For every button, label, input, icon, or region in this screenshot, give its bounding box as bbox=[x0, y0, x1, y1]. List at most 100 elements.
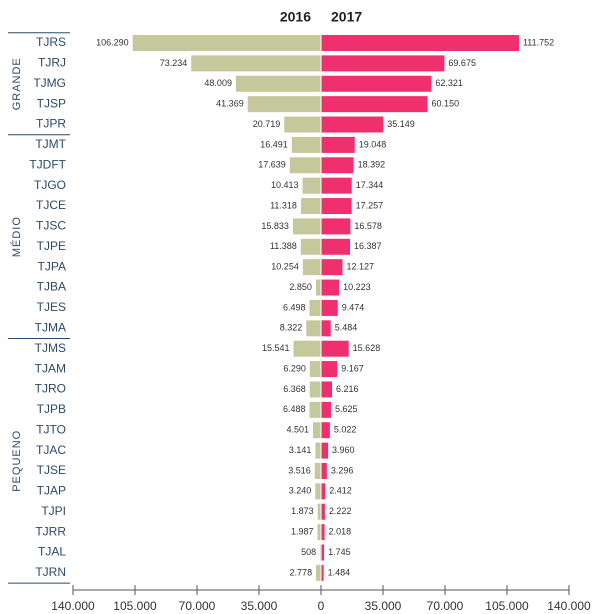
bar bbox=[321, 544, 325, 561]
value-label: 11.318 bbox=[270, 200, 297, 210]
value-label: 69.675 bbox=[448, 58, 476, 68]
bar bbox=[300, 198, 321, 215]
value-label: 106.290 bbox=[96, 37, 129, 47]
group-label: GRANDE bbox=[11, 57, 23, 110]
bar bbox=[284, 116, 321, 133]
value-label: 10.413 bbox=[271, 180, 299, 190]
bar bbox=[315, 442, 321, 459]
bar bbox=[292, 218, 321, 235]
bar bbox=[321, 116, 384, 133]
value-label: 17.344 bbox=[356, 180, 384, 190]
series-header: 2017 bbox=[331, 9, 362, 25]
value-label: 9.167 bbox=[341, 363, 364, 373]
value-label: 4.501 bbox=[286, 425, 309, 435]
bar bbox=[315, 279, 321, 296]
value-label: 5.022 bbox=[334, 425, 357, 435]
category-label: TJPE bbox=[37, 239, 66, 253]
category-label: TJMA bbox=[35, 320, 66, 334]
value-label: 6.216 bbox=[336, 384, 359, 394]
bar bbox=[293, 340, 321, 357]
value-label: 35.149 bbox=[387, 119, 415, 129]
category-label: TJRS bbox=[36, 35, 66, 49]
value-label: 60.150 bbox=[432, 99, 460, 109]
bar bbox=[321, 96, 428, 113]
category-label: TJAM bbox=[35, 361, 66, 375]
bar bbox=[321, 381, 333, 398]
category-label: TJRN bbox=[35, 565, 66, 579]
value-label: 73.234 bbox=[160, 58, 188, 68]
bar bbox=[309, 401, 321, 418]
category-label: TJMG bbox=[33, 76, 66, 90]
bar bbox=[321, 198, 352, 215]
category-label: TJES bbox=[37, 300, 66, 314]
value-label: 15.541 bbox=[262, 343, 290, 353]
x-tick-label: 0 bbox=[318, 599, 325, 613]
category-label: TJSP bbox=[37, 96, 66, 110]
category-label: TJGO bbox=[34, 178, 66, 192]
bar bbox=[321, 483, 326, 500]
bar bbox=[313, 422, 321, 439]
value-label: 8.322 bbox=[280, 323, 303, 333]
bar bbox=[315, 483, 321, 500]
value-label: 20.719 bbox=[253, 119, 281, 129]
category-label: TJPB bbox=[37, 402, 66, 416]
x-tick-label: 70.000 bbox=[179, 599, 216, 613]
value-label: 9.474 bbox=[342, 302, 365, 312]
x-tick-label: 105.000 bbox=[485, 599, 529, 613]
bar bbox=[321, 259, 343, 276]
bar bbox=[321, 177, 352, 194]
bar bbox=[321, 503, 325, 520]
value-label: 19.048 bbox=[359, 139, 387, 149]
x-tick-label: 105.000 bbox=[113, 599, 157, 613]
bar bbox=[321, 55, 445, 72]
category-label: TJAC bbox=[36, 443, 66, 457]
bar bbox=[289, 157, 321, 174]
value-label: 48.009 bbox=[204, 78, 232, 88]
x-tick-label: 35.000 bbox=[365, 599, 402, 613]
category-label: TJBA bbox=[37, 280, 66, 294]
category-label: TJAL bbox=[38, 545, 66, 559]
bar bbox=[321, 157, 354, 174]
series-header: 2016 bbox=[280, 9, 311, 25]
value-label: 12.127 bbox=[346, 262, 374, 272]
bar bbox=[317, 503, 321, 520]
value-label: 2.850 bbox=[289, 282, 312, 292]
bar bbox=[309, 381, 321, 398]
value-label: 3.960 bbox=[332, 445, 355, 455]
bar bbox=[321, 462, 327, 479]
bar bbox=[321, 422, 330, 439]
value-label: 3.516 bbox=[288, 465, 311, 475]
group-label: MÉDIO bbox=[10, 216, 23, 257]
bar bbox=[247, 96, 321, 113]
value-label: 3.296 bbox=[331, 465, 354, 475]
category-label: TJPI bbox=[41, 504, 66, 518]
value-label: 18.392 bbox=[358, 160, 386, 170]
bar bbox=[300, 238, 321, 255]
category-label: TJRJ bbox=[38, 56, 66, 70]
bar bbox=[302, 177, 321, 194]
bar bbox=[321, 401, 331, 418]
value-label: 10.223 bbox=[343, 282, 371, 292]
bar bbox=[321, 279, 340, 296]
bar bbox=[314, 462, 321, 479]
group-label: PEQUENO bbox=[11, 430, 23, 492]
value-label: 3.141 bbox=[289, 445, 312, 455]
value-label: 41.369 bbox=[216, 99, 244, 109]
bar bbox=[321, 320, 331, 337]
category-label: TJRR bbox=[35, 524, 66, 538]
bar bbox=[321, 299, 338, 316]
value-label: 2.412 bbox=[329, 486, 352, 496]
value-label: 17.257 bbox=[356, 200, 384, 210]
bar bbox=[302, 259, 321, 276]
bar bbox=[317, 524, 321, 541]
bar bbox=[321, 218, 351, 235]
value-label: 2.778 bbox=[290, 567, 313, 577]
value-label: 16.387 bbox=[354, 241, 382, 251]
value-label: 3.240 bbox=[289, 486, 312, 496]
value-label: 10.254 bbox=[271, 262, 299, 272]
value-label: 2.222 bbox=[329, 506, 352, 516]
value-label: 62.321 bbox=[435, 78, 463, 88]
value-label: 1.484 bbox=[328, 567, 351, 577]
category-label: TJPA bbox=[38, 259, 66, 273]
x-tick-label: 140.000 bbox=[547, 599, 591, 613]
